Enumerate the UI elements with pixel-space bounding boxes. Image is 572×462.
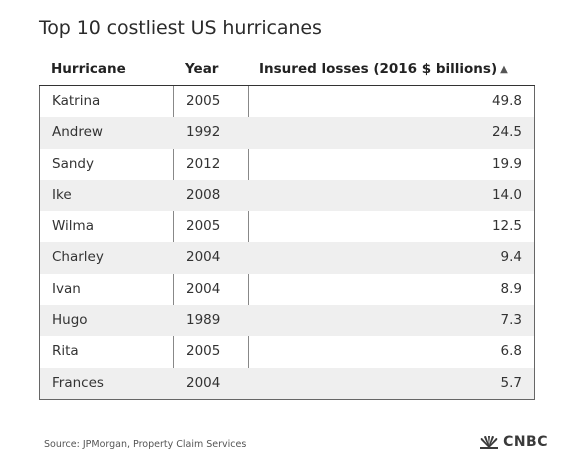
column-header-insured-losses-label: Insured losses (2016 $ billions) <box>259 61 498 77</box>
insured-loss-cell: 9.4 <box>500 249 522 266</box>
table-row: Charley 2004 9.4 <box>40 242 534 274</box>
year-cell: 2012 <box>186 155 221 172</box>
hurricane-name-cell: Katrina <box>52 93 101 109</box>
insured-loss-cell: 6.8 <box>500 343 522 360</box>
table-row: Ivan 2004 8.9 <box>40 274 534 305</box>
year-cell: 1992 <box>186 124 221 141</box>
hurricane-name-cell: Wilma <box>52 218 94 235</box>
brand-wordmark: CNBC <box>503 434 548 450</box>
table-row: Frances 2004 5.7 <box>40 367 534 399</box>
table-header: Hurricane Year Insured losses (2016 $ bi… <box>39 54 535 86</box>
cnbc-logo: CNBC <box>479 434 548 450</box>
table-body: Katrina 2005 49.8 Andrew 1992 24.5 Sandy 2012 19… <box>39 86 535 400</box>
year-cell: 2004 <box>186 280 221 297</box>
hurricane-name-cell: Andrew <box>52 124 103 141</box>
insured-loss-cell: 12.5 <box>491 218 522 235</box>
column-header-hurricane[interactable]: Hurricane <box>51 61 126 77</box>
insured-loss-cell: 24.5 <box>491 124 522 141</box>
hurricane-name-cell: Hugo <box>52 312 88 329</box>
year-cell: 2005 <box>186 218 221 235</box>
year-cell: 2005 <box>186 343 221 360</box>
table-row: Hugo 1989 7.3 <box>40 305 534 337</box>
hurricane-name-cell: Ike <box>52 186 72 203</box>
source-note: Source: JPMorgan, Property Claim Service… <box>44 439 247 450</box>
table-row: Wilma 2005 12.5 <box>40 211 534 242</box>
peacock-icon <box>480 435 499 449</box>
year-cell: 2008 <box>186 186 221 203</box>
hurricane-name-cell: Sandy <box>52 155 94 172</box>
insured-loss-cell: 5.7 <box>500 374 522 391</box>
table-row: Ike 2008 14.0 <box>40 179 534 212</box>
table-row: Sandy 2012 19.9 <box>40 149 534 180</box>
hurricane-name-cell: Charley <box>52 249 104 266</box>
year-cell: 2004 <box>186 374 221 391</box>
table-row: Andrew 1992 24.5 <box>40 117 534 149</box>
insured-loss-cell: 14.0 <box>491 186 522 203</box>
table-row: Katrina 2005 49.8 <box>40 86 534 117</box>
hurricane-name-cell: Rita <box>52 343 79 360</box>
hurricane-name-cell: Ivan <box>52 280 81 297</box>
year-cell: 2004 <box>186 249 221 266</box>
year-cell: 1989 <box>186 312 221 329</box>
hurricane-name-cell: Frances <box>52 374 104 391</box>
insured-loss-cell: 7.3 <box>500 312 522 329</box>
insured-loss-cell: 8.9 <box>500 280 522 297</box>
insured-loss-cell: 19.9 <box>491 155 522 172</box>
column-header-year[interactable]: Year <box>185 61 219 77</box>
page-title: Top 10 costliest US hurricanes <box>39 17 322 39</box>
year-cell: 2005 <box>186 93 221 109</box>
sort-ascending-icon[interactable]: ▲ <box>500 64 508 75</box>
hurricane-table: Hurricane Year Insured losses (2016 $ bi… <box>39 54 535 400</box>
insured-loss-cell: 49.8 <box>491 93 522 109</box>
column-header-insured-losses[interactable]: Insured losses (2016 $ billions) ▲ <box>259 61 508 77</box>
table-row: Rita 2005 6.8 <box>40 336 534 367</box>
